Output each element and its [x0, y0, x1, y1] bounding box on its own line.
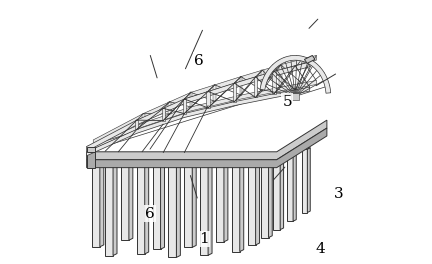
- Polygon shape: [307, 148, 310, 213]
- Polygon shape: [92, 158, 104, 160]
- Polygon shape: [137, 162, 145, 254]
- Polygon shape: [129, 159, 133, 240]
- Polygon shape: [261, 157, 272, 158]
- Text: 1: 1: [199, 232, 209, 246]
- Polygon shape: [273, 154, 283, 156]
- Polygon shape: [224, 161, 228, 242]
- Polygon shape: [254, 77, 257, 97]
- Polygon shape: [135, 120, 138, 129]
- Polygon shape: [176, 161, 181, 257]
- Polygon shape: [273, 71, 276, 94]
- Polygon shape: [87, 62, 310, 151]
- Polygon shape: [269, 157, 272, 238]
- Polygon shape: [162, 109, 165, 121]
- Polygon shape: [302, 148, 310, 149]
- Polygon shape: [100, 158, 104, 247]
- Polygon shape: [161, 160, 165, 249]
- Polygon shape: [105, 161, 113, 256]
- Polygon shape: [260, 55, 331, 93]
- Polygon shape: [145, 159, 149, 254]
- Text: 3: 3: [334, 187, 343, 201]
- Polygon shape: [93, 55, 316, 145]
- Polygon shape: [87, 152, 95, 168]
- Polygon shape: [232, 162, 240, 252]
- Polygon shape: [184, 163, 192, 247]
- Polygon shape: [248, 161, 256, 245]
- Polygon shape: [233, 83, 236, 102]
- Text: 6: 6: [145, 207, 155, 221]
- Polygon shape: [200, 163, 208, 255]
- Polygon shape: [261, 70, 264, 91]
- Polygon shape: [206, 92, 210, 108]
- Polygon shape: [168, 161, 181, 162]
- Polygon shape: [216, 163, 224, 242]
- Polygon shape: [213, 85, 216, 101]
- Text: 5: 5: [283, 95, 292, 109]
- Polygon shape: [208, 161, 212, 255]
- Polygon shape: [87, 147, 95, 152]
- Polygon shape: [302, 149, 307, 213]
- Polygon shape: [183, 99, 186, 114]
- Polygon shape: [240, 77, 242, 95]
- Polygon shape: [87, 87, 310, 156]
- Polygon shape: [248, 158, 260, 161]
- Polygon shape: [192, 161, 196, 247]
- Polygon shape: [142, 114, 145, 123]
- Polygon shape: [121, 161, 129, 240]
- Polygon shape: [293, 151, 296, 221]
- Text: 4: 4: [315, 242, 325, 257]
- Text: 6: 6: [194, 54, 204, 68]
- Polygon shape: [200, 161, 212, 163]
- Polygon shape: [113, 158, 117, 256]
- Polygon shape: [261, 158, 269, 238]
- Polygon shape: [287, 153, 293, 221]
- Polygon shape: [92, 160, 100, 247]
- Polygon shape: [280, 65, 282, 87]
- Polygon shape: [87, 128, 327, 168]
- Polygon shape: [240, 160, 244, 252]
- Polygon shape: [273, 156, 280, 230]
- Polygon shape: [256, 158, 260, 245]
- Polygon shape: [291, 93, 299, 100]
- Polygon shape: [152, 162, 161, 249]
- Polygon shape: [305, 55, 315, 63]
- Polygon shape: [287, 151, 296, 153]
- Polygon shape: [121, 159, 133, 161]
- Polygon shape: [168, 162, 176, 257]
- Polygon shape: [152, 160, 165, 162]
- Polygon shape: [93, 81, 316, 149]
- Polygon shape: [168, 102, 171, 114]
- Polygon shape: [232, 160, 244, 162]
- Polygon shape: [280, 154, 283, 230]
- Polygon shape: [87, 120, 327, 160]
- Polygon shape: [137, 159, 149, 162]
- Polygon shape: [184, 161, 196, 163]
- Polygon shape: [105, 158, 117, 161]
- Polygon shape: [216, 161, 228, 163]
- Polygon shape: [190, 92, 192, 107]
